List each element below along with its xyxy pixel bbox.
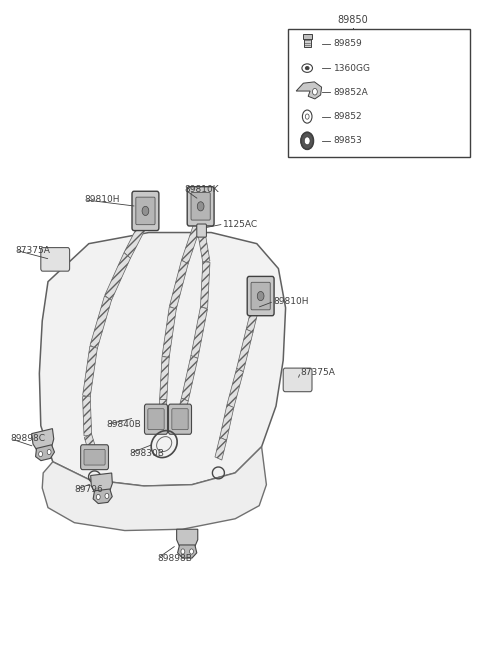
Circle shape [304, 137, 310, 145]
Text: 1360GG: 1360GG [334, 64, 371, 73]
Polygon shape [181, 217, 203, 264]
Circle shape [181, 549, 185, 554]
FancyBboxPatch shape [84, 449, 105, 465]
Polygon shape [169, 260, 188, 310]
Text: 89830B: 89830B [130, 449, 165, 458]
Text: 89898C: 89898C [11, 434, 46, 443]
Polygon shape [83, 346, 97, 398]
Polygon shape [246, 290, 263, 332]
FancyBboxPatch shape [187, 187, 214, 226]
Circle shape [197, 202, 204, 211]
FancyBboxPatch shape [197, 224, 206, 237]
Ellipse shape [305, 66, 309, 70]
Polygon shape [191, 307, 207, 358]
Text: 89898B: 89898B [157, 553, 192, 563]
Circle shape [301, 132, 313, 149]
Polygon shape [237, 329, 253, 371]
Polygon shape [39, 233, 286, 486]
Polygon shape [174, 398, 188, 430]
FancyBboxPatch shape [247, 276, 274, 316]
FancyBboxPatch shape [81, 445, 108, 470]
Polygon shape [83, 396, 92, 436]
Circle shape [304, 137, 310, 145]
Text: 87375A: 87375A [300, 367, 335, 377]
Circle shape [105, 493, 109, 498]
FancyBboxPatch shape [144, 404, 168, 434]
Polygon shape [90, 296, 111, 349]
Polygon shape [296, 82, 322, 99]
Text: 89859: 89859 [334, 39, 362, 48]
FancyBboxPatch shape [172, 409, 188, 430]
Text: 89810H: 89810H [84, 195, 120, 204]
FancyBboxPatch shape [132, 191, 159, 231]
Circle shape [39, 451, 43, 457]
Circle shape [142, 206, 149, 215]
Polygon shape [32, 428, 54, 451]
FancyBboxPatch shape [304, 36, 311, 47]
Polygon shape [93, 489, 112, 504]
Circle shape [190, 549, 193, 554]
Polygon shape [159, 400, 167, 429]
FancyBboxPatch shape [303, 34, 312, 39]
Text: 89850: 89850 [337, 15, 368, 25]
Text: 89852: 89852 [334, 112, 362, 121]
Circle shape [305, 114, 309, 119]
Text: 1125AC: 1125AC [223, 219, 258, 229]
FancyBboxPatch shape [288, 29, 470, 157]
Text: 89810H: 89810H [274, 297, 309, 306]
Circle shape [302, 110, 312, 123]
Polygon shape [227, 368, 243, 408]
Polygon shape [177, 529, 198, 548]
Text: 89853: 89853 [334, 136, 362, 145]
Polygon shape [42, 447, 266, 531]
Circle shape [47, 449, 51, 455]
Text: 89840B: 89840B [107, 420, 141, 429]
FancyBboxPatch shape [251, 282, 270, 310]
Polygon shape [162, 307, 176, 358]
Polygon shape [105, 253, 131, 301]
Text: 89852A: 89852A [334, 88, 368, 97]
Polygon shape [178, 545, 197, 558]
Circle shape [257, 291, 264, 301]
FancyBboxPatch shape [148, 409, 164, 430]
Polygon shape [201, 261, 210, 309]
Polygon shape [160, 356, 169, 400]
Circle shape [301, 132, 313, 149]
Text: 89796: 89796 [74, 485, 103, 495]
FancyBboxPatch shape [136, 197, 155, 225]
Ellipse shape [302, 64, 312, 73]
FancyBboxPatch shape [191, 193, 210, 220]
Polygon shape [215, 438, 227, 460]
Polygon shape [91, 473, 112, 493]
Polygon shape [181, 356, 198, 401]
Text: 87375A: 87375A [15, 246, 50, 255]
Polygon shape [36, 445, 55, 460]
Polygon shape [196, 218, 210, 263]
Circle shape [312, 88, 317, 95]
Text: 89810K: 89810K [185, 185, 219, 195]
FancyBboxPatch shape [283, 368, 312, 392]
FancyBboxPatch shape [41, 248, 70, 271]
Polygon shape [84, 434, 99, 464]
FancyBboxPatch shape [168, 404, 192, 434]
Polygon shape [124, 219, 147, 259]
Polygon shape [220, 405, 234, 440]
Circle shape [96, 495, 100, 500]
